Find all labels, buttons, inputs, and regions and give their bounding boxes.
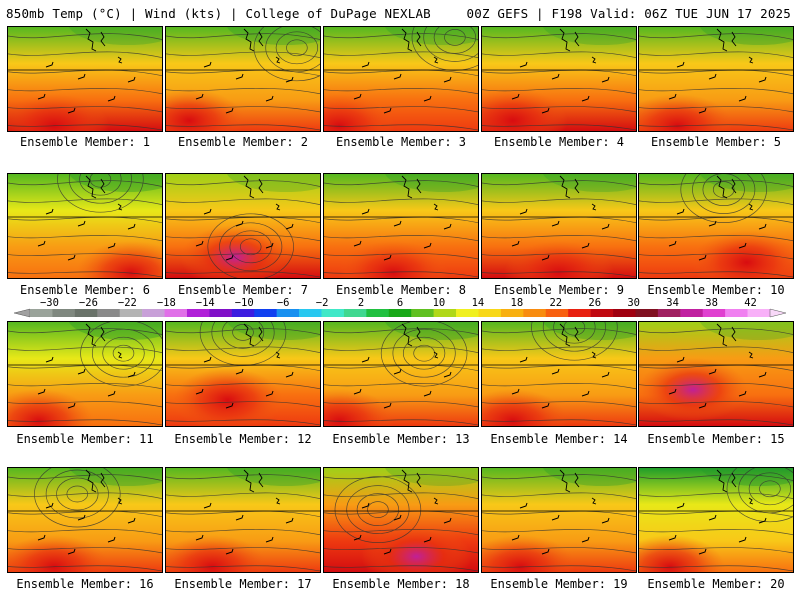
colorbar-tick-label: 10 [433,297,446,309]
ensemble-member-map [7,321,163,427]
ensemble-member-map [323,467,479,573]
colorbar-swatch [635,309,659,317]
ensemble-member-label: Ensemble Member: 18 [332,577,470,591]
ensemble-member-map [7,467,163,573]
colorbar-swatch [231,309,255,317]
colorbar-arrow-left [13,308,31,318]
colorbar-tick-label: −18 [157,297,176,309]
colorbar-tick-label: −26 [79,297,98,309]
ensemble-member-map [165,173,321,279]
ensemble-member-label: Ensemble Member: 3 [335,135,467,149]
ensemble-member-label: Ensemble Member: 11 [16,432,154,446]
ensemble-member-label: Ensemble Member: 8 [335,283,467,297]
ensemble-member-label: Ensemble Member: 16 [16,577,154,591]
ensemble-member-map [165,467,321,573]
colorbar-tick-label: −2 [316,297,329,309]
ensemble-member-map [481,321,637,427]
colorbar-swatch [388,309,412,317]
ensemble-member-map [7,173,163,279]
colorbar-swatch [97,309,120,317]
colorbar-swatch [276,309,300,317]
colorbar-tick-label: −6 [277,297,290,309]
ensemble-member-map [638,26,794,132]
colorbar-swatch [321,309,345,317]
ensemble-member-map [481,26,637,132]
ensemble-member-label: Ensemble Member: 20 [647,577,785,591]
colorbar-swatch [164,309,188,317]
colorbar-tick-label: −14 [196,297,215,309]
colorbar-swatch [478,309,502,317]
colorbar-tick-label: 18 [511,297,524,309]
colorbar-swatch [52,309,76,317]
colorbar-swatch [299,309,322,317]
ensemble-member-map [638,173,794,279]
map-title: 850mb Temp (°C) | Wind (kts) | College o… [6,6,431,21]
ensemble-member-map [481,467,637,573]
colorbar-tick-label: 2 [358,297,364,309]
ensemble-member-label: Ensemble Member: 6 [19,283,151,297]
colorbar-tick-label: 42 [744,297,757,309]
colorbar-swatch [500,309,524,317]
colorbar-swatch [254,309,277,317]
colorbar-tick-label: −10 [235,297,254,309]
colorbar-swatch [568,309,591,317]
ensemble-member-label: Ensemble Member: 7 [177,283,309,297]
colorbar-swatch [366,309,390,317]
ensemble-member-label: Ensemble Member: 2 [177,135,309,149]
colorbar-swatch [680,309,704,317]
colorbar-swatch [411,309,434,317]
colorbar-swatch [747,309,771,317]
colorbar-tick-label: 6 [397,297,403,309]
colorbar-swatch [657,309,681,317]
ensemble-member-label: Ensemble Member: 17 [174,577,312,591]
colorbar-swatch [590,309,614,317]
colorbar-swatch [343,309,367,317]
colorbar-tick-label: 34 [666,297,679,309]
ensemble-member-map [323,173,479,279]
model-run-info: 00Z GEFS | F198 Valid: 06Z TUE JUN 17 20… [466,6,791,21]
colorbar-swatch [142,309,165,317]
colorbar-swatch [74,309,98,317]
colorbar-tick-label: −30 [40,297,59,309]
colorbar-swatch [433,309,457,317]
colorbar-swatch [456,309,479,317]
colorbar-arrow-right [769,308,787,318]
ensemble-member-map [7,26,163,132]
colorbar-swatch [702,309,726,317]
ensemble-member-label: Ensemble Member: 19 [490,577,628,591]
ensemble-member-label: Ensemble Member: 1 [19,135,151,149]
ensemble-member-label: Ensemble Member: 5 [650,135,782,149]
ensemble-member-label: Ensemble Member: 10 [647,283,785,297]
ensemble-member-map [323,321,479,427]
colorbar-swatch [209,309,233,317]
ensemble-member-label: Ensemble Member: 12 [174,432,312,446]
colorbar-tick-label: 30 [627,297,640,309]
ensemble-member-map [638,467,794,573]
colorbar-swatch [725,309,748,317]
colorbar-swatch [186,309,210,317]
temperature-colorbar: −30 −26 −22 −18 −14 −10 −6 −2 2 6 10 14 18 22 26 30 34 38… [13,297,787,318]
colorbar-swatch [523,309,547,317]
ensemble-member-map [638,321,794,427]
colorbar-swatch [119,309,143,317]
ensemble-member-map [481,173,637,279]
ensemble-member-label: Ensemble Member: 14 [490,432,628,446]
colorbar-swatch [545,309,569,317]
ensemble-member-map [165,26,321,132]
colorbar-tick-label: −22 [118,297,137,309]
ensemble-member-label: Ensemble Member: 15 [647,432,785,446]
ensemble-member-label: Ensemble Member: 9 [493,283,625,297]
ensemble-member-label: Ensemble Member: 13 [332,432,470,446]
ensemble-member-map [165,321,321,427]
colorbar-tick-label: 22 [549,297,562,309]
ensemble-member-label: Ensemble Member: 4 [493,135,625,149]
colorbar-swatch [613,309,636,317]
colorbar-swatch [30,309,53,317]
colorbar-tick-label: 14 [472,297,485,309]
ensemble-member-map [323,26,479,132]
colorbar-tick-label: 38 [705,297,718,309]
colorbar-tick-label: 26 [588,297,601,309]
